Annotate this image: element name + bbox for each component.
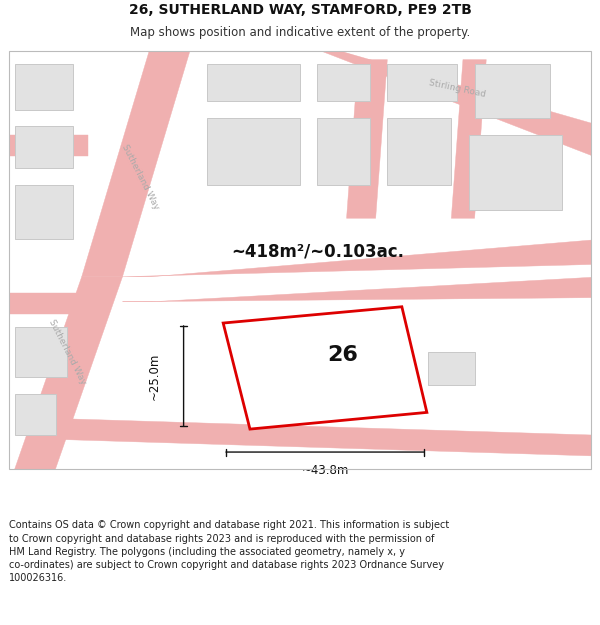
Text: Sutherland Way: Sutherland Way [119,142,160,211]
Polygon shape [61,419,600,456]
Polygon shape [388,64,457,101]
Polygon shape [223,307,427,429]
Text: ~418m²/~0.103ac.: ~418m²/~0.103ac. [231,242,404,261]
Polygon shape [469,135,562,210]
Polygon shape [347,59,388,218]
Polygon shape [9,135,88,156]
Polygon shape [388,118,451,185]
Polygon shape [451,59,486,218]
Polygon shape [207,118,300,185]
Text: Map shows position and indicative extent of the property.: Map shows position and indicative extent… [130,26,470,39]
Text: Contains OS data © Crown copyright and database right 2021. This information is : Contains OS data © Crown copyright and d… [9,521,449,583]
Polygon shape [317,118,370,185]
Polygon shape [12,277,122,477]
Polygon shape [300,43,600,160]
Text: ~43.8m: ~43.8m [301,464,349,478]
Text: 26: 26 [328,345,358,365]
Polygon shape [15,64,73,110]
Polygon shape [207,64,300,101]
Polygon shape [311,43,600,151]
Polygon shape [317,64,370,101]
Polygon shape [15,394,56,436]
Polygon shape [475,64,550,118]
Polygon shape [122,239,600,277]
Polygon shape [428,352,475,385]
Polygon shape [9,293,85,314]
Polygon shape [122,277,600,302]
Text: ~25.0m: ~25.0m [148,352,161,400]
Polygon shape [82,43,193,277]
Polygon shape [15,327,67,377]
Text: Sutherland Way: Sutherland Way [47,318,88,386]
Text: 26, SUTHERLAND WAY, STAMFORD, PE9 2TB: 26, SUTHERLAND WAY, STAMFORD, PE9 2TB [128,3,472,17]
Polygon shape [15,126,73,168]
Polygon shape [15,185,73,239]
Text: Stirling Road: Stirling Road [428,78,487,99]
